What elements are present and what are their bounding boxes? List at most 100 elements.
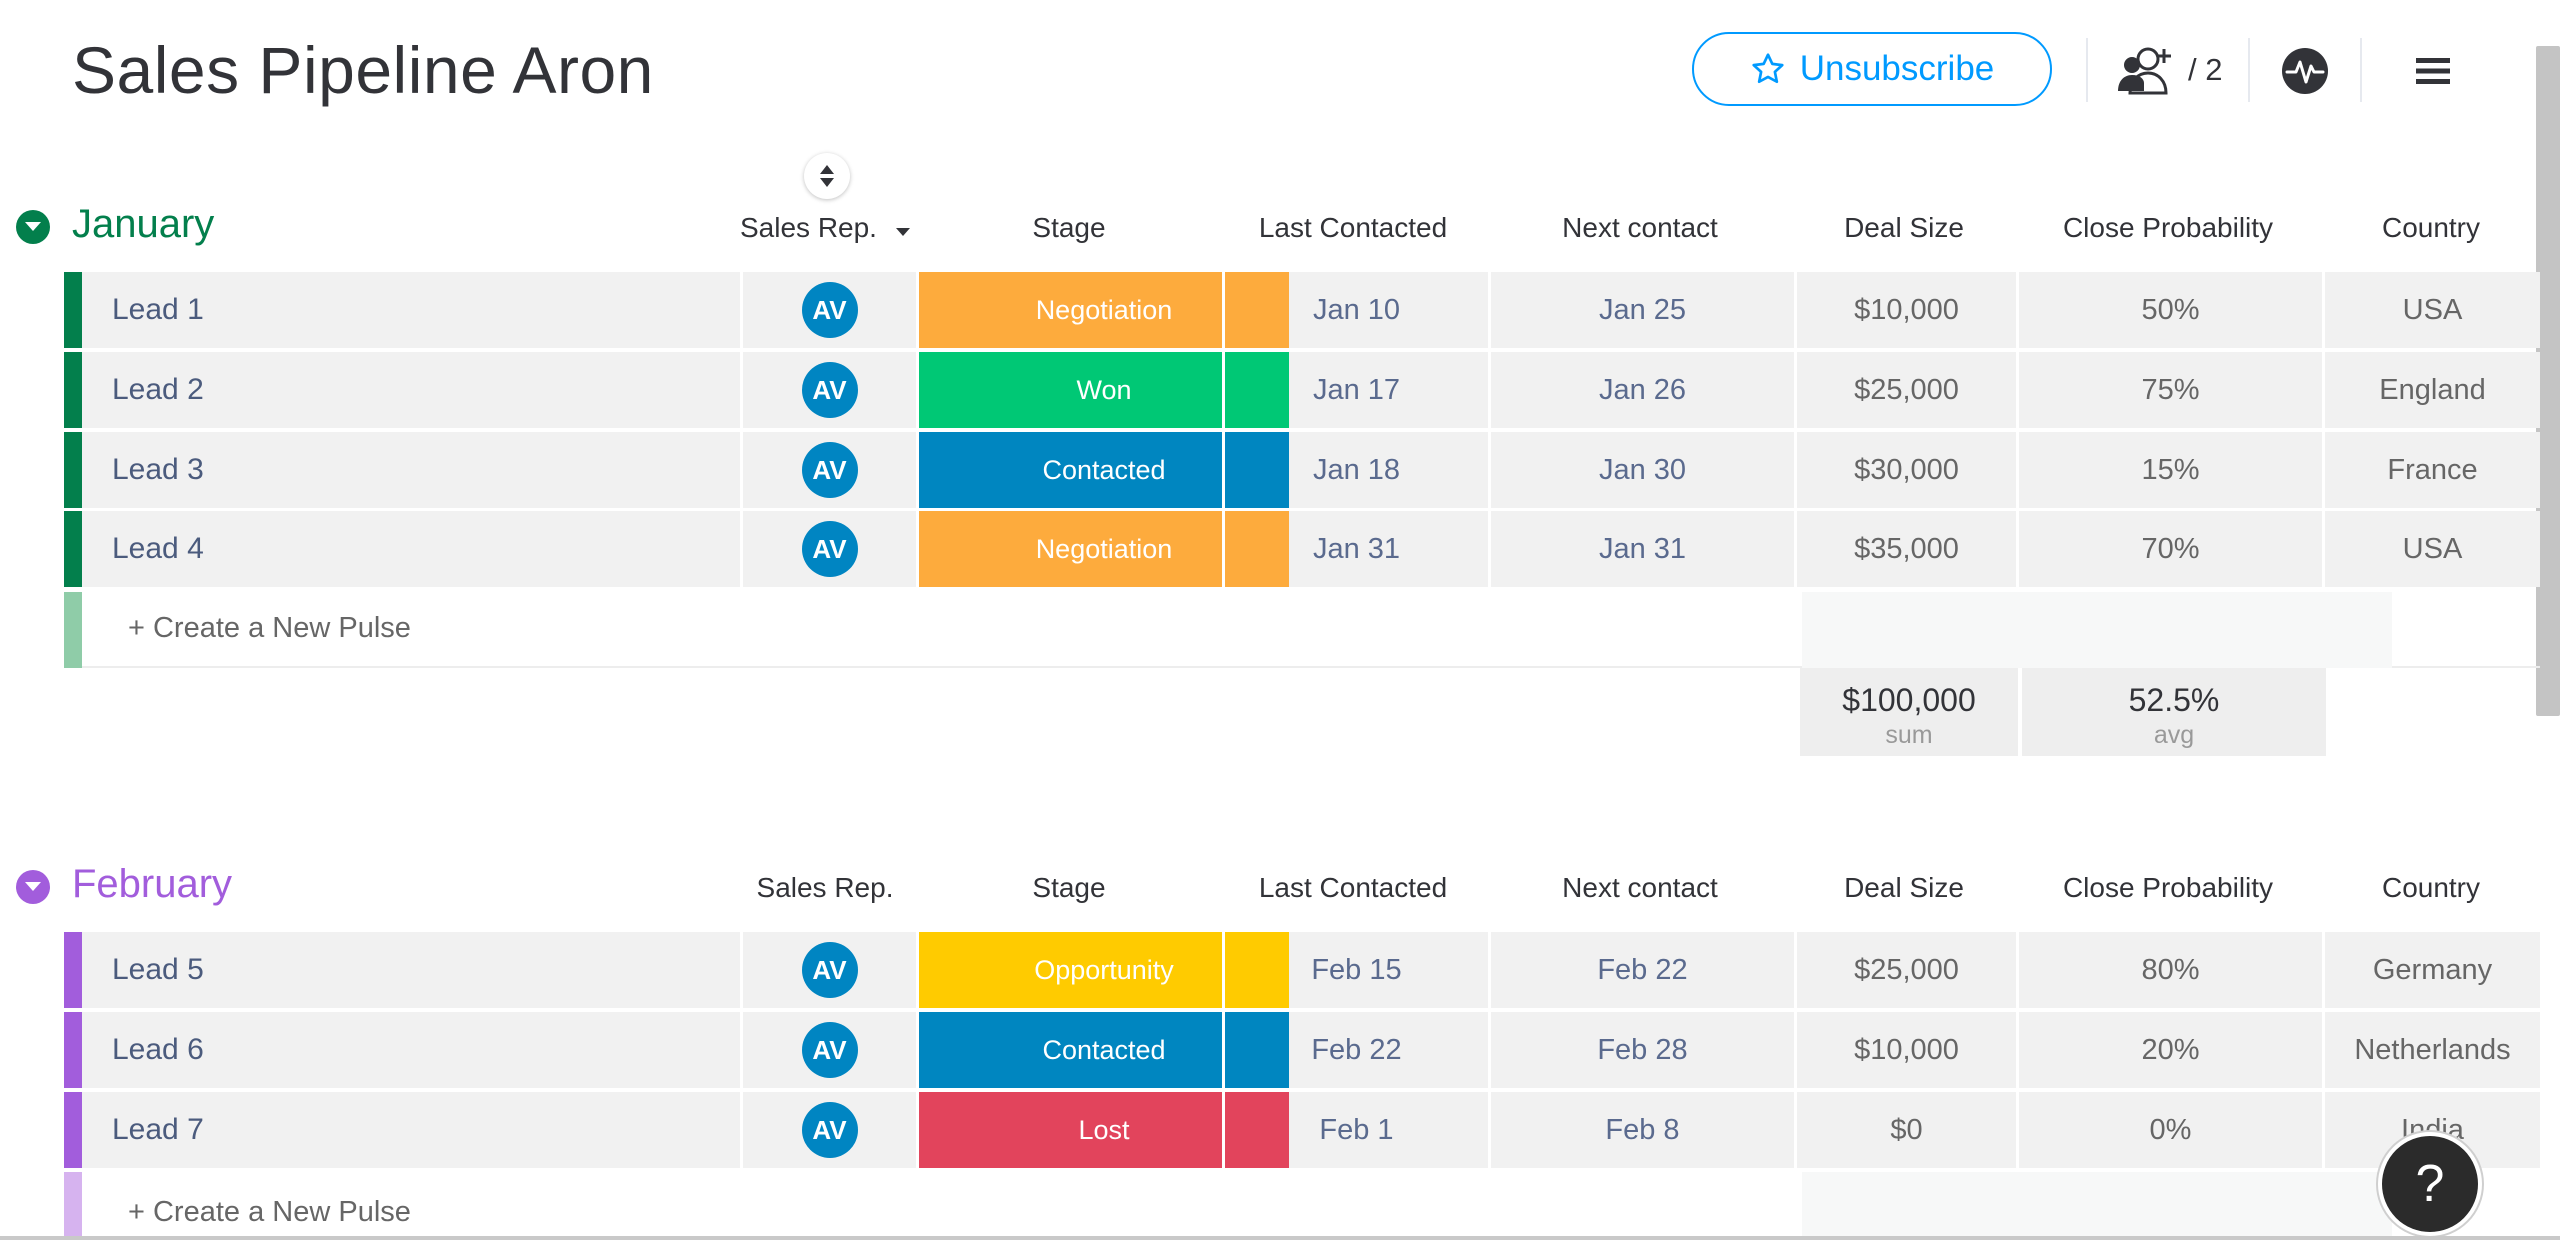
sales-rep-cell[interactable]: AV bbox=[740, 511, 916, 587]
column-header-last-contacted[interactable]: Last Contacted bbox=[1258, 212, 1448, 243]
close-probability-cell[interactable]: 0% bbox=[2016, 1092, 2322, 1168]
board-title[interactable]: Sales Pipeline Aron bbox=[72, 33, 654, 107]
last-contacted-cell[interactable]: Feb 15 bbox=[1222, 932, 1488, 1008]
close-probability-cell[interactable]: 15% bbox=[2016, 432, 2322, 508]
stage-cell[interactable]: Contacted bbox=[916, 432, 1289, 508]
create-pulse-row[interactable]: + Create a New Pulse bbox=[64, 1172, 2540, 1240]
close-probability-cell[interactable]: 70% bbox=[2016, 511, 2322, 587]
close-probability-cell[interactable]: 80% bbox=[2016, 932, 2322, 1008]
deal-size-cell[interactable]: $0 bbox=[1794, 1092, 2016, 1168]
column-header-sales-rep[interactable]: Sales Rep. bbox=[740, 212, 910, 244]
table-row[interactable]: Lead 2 AV Won Jan 17 Jan 26 $25,000 75% England bbox=[64, 352, 2540, 428]
group-collapse-toggle[interactable] bbox=[16, 210, 50, 244]
deal-size-cell[interactable]: $30,000 bbox=[1794, 432, 2016, 508]
group-title[interactable]: February bbox=[72, 862, 233, 906]
deal-size-cell[interactable]: $25,000 bbox=[1794, 932, 2016, 1008]
stage-cell[interactable]: Lost bbox=[916, 1092, 1289, 1168]
sales-rep-cell[interactable]: AV bbox=[740, 932, 916, 1008]
column-header-deal-size[interactable]: Deal Size bbox=[1844, 212, 1964, 243]
column-header-country[interactable]: Country bbox=[2381, 872, 2481, 903]
country-cell[interactable]: England bbox=[2322, 352, 2540, 428]
avatar[interactable]: AV bbox=[801, 1102, 858, 1158]
close-probability-cell[interactable]: 50% bbox=[2016, 272, 2322, 348]
avatar[interactable]: AV bbox=[801, 942, 858, 998]
table-row[interactable]: Lead 1 AV Negotiation Jan 10 Jan 25 $10,000 50… bbox=[64, 272, 2540, 348]
pulse-name-cell[interactable]: Lead 6 bbox=[112, 1033, 204, 1066]
country-cell[interactable]: France bbox=[2322, 432, 2540, 508]
table-row[interactable]: Lead 5 AV Opportunity Feb 15 Feb 22 $25,000 80… bbox=[64, 932, 2540, 1008]
sales-rep-cell[interactable]: AV bbox=[740, 1012, 916, 1088]
stage-cell[interactable]: Contacted bbox=[916, 1012, 1289, 1088]
table-row[interactable]: Lead 6 AV Contacted Feb 22 Feb 28 $10,000 20% N… bbox=[64, 1012, 2540, 1088]
country-cell[interactable]: USA bbox=[2322, 272, 2540, 348]
column-header-next-contact[interactable]: Next contact bbox=[1562, 212, 1718, 243]
column-header-stage[interactable]: Stage bbox=[1032, 212, 1106, 243]
column-header-next-contact[interactable]: Next contact bbox=[1562, 872, 1718, 903]
unsubscribe-button[interactable]: Unsubscribe bbox=[1692, 32, 2052, 106]
pulse-name-cell[interactable]: Lead 1 bbox=[112, 293, 204, 326]
create-pulse-row[interactable]: + Create a New Pulse bbox=[64, 592, 2540, 668]
next-contact-cell[interactable]: Jan 26 bbox=[1488, 352, 1794, 428]
pulse-name-cell[interactable]: Lead 5 bbox=[112, 953, 204, 986]
last-contacted-cell[interactable]: Feb 1 bbox=[1222, 1092, 1488, 1168]
column-sort-button[interactable] bbox=[804, 153, 850, 199]
column-header-deal-size[interactable]: Deal Size bbox=[1844, 872, 1964, 903]
group-collapse-toggle[interactable] bbox=[16, 870, 50, 904]
next-contact-cell[interactable]: Jan 25 bbox=[1488, 272, 1794, 348]
avatar[interactable]: AV bbox=[801, 521, 858, 577]
sales-rep-cell[interactable]: AV bbox=[740, 1092, 916, 1168]
country-cell[interactable]: USA bbox=[2322, 511, 2540, 587]
column-header-close-probability[interactable]: Close Probability bbox=[2062, 872, 2274, 903]
column-header-close-probability[interactable]: Close Probability bbox=[2062, 212, 2274, 243]
stage-cell[interactable]: Opportunity bbox=[916, 932, 1289, 1008]
column-header-sales-rep[interactable]: Sales Rep. bbox=[756, 872, 894, 903]
pulse-name-cell[interactable]: Lead 2 bbox=[112, 373, 204, 406]
deal-size-cell[interactable]: $10,000 bbox=[1794, 272, 2016, 348]
sales-rep-cell[interactable]: AV bbox=[740, 432, 916, 508]
country-cell[interactable]: Germany bbox=[2322, 932, 2540, 1008]
stage-cell[interactable]: Negotiation bbox=[916, 511, 1289, 587]
pulse-name-cell[interactable]: Lead 3 bbox=[112, 453, 204, 486]
last-contacted-cell[interactable]: Jan 31 bbox=[1222, 511, 1488, 587]
last-contacted-cell[interactable]: Feb 22 bbox=[1222, 1012, 1488, 1088]
sales-rep-cell[interactable]: AV bbox=[740, 272, 916, 348]
column-header-stage[interactable]: Stage bbox=[1032, 872, 1106, 903]
stage-cell[interactable]: Won bbox=[916, 352, 1289, 428]
last-contacted-cell[interactable]: Jan 10 bbox=[1222, 272, 1488, 348]
create-pulse-button[interactable]: + Create a New Pulse bbox=[128, 1196, 411, 1228]
column-header-last-contacted[interactable]: Last Contacted bbox=[1258, 872, 1448, 903]
column-header-country[interactable]: Country bbox=[2381, 212, 2481, 243]
last-contacted-cell[interactable]: Jan 17 bbox=[1222, 352, 1488, 428]
next-contact-cell[interactable]: Feb 28 bbox=[1488, 1012, 1794, 1088]
table-row[interactable]: Lead 4 AV Negotiation Jan 31 Jan 31 $35,000 70… bbox=[64, 511, 2540, 587]
avatar[interactable]: AV bbox=[801, 442, 858, 498]
avatar[interactable]: AV bbox=[801, 282, 858, 338]
table-row[interactable]: Lead 7 AV Lost Feb 1 Feb 8 $0 0% India bbox=[64, 1092, 2540, 1168]
next-contact-cell[interactable]: Jan 30 bbox=[1488, 432, 1794, 508]
hamburger-menu-icon[interactable] bbox=[2416, 56, 2450, 86]
stage-cell[interactable]: Negotiation bbox=[916, 272, 1289, 348]
close-probability-cell[interactable]: 75% bbox=[2016, 352, 2322, 428]
group-title[interactable]: January bbox=[72, 202, 215, 246]
next-contact-cell[interactable]: Feb 8 bbox=[1488, 1092, 1794, 1168]
avatar[interactable]: AV bbox=[801, 1022, 858, 1078]
header-divider bbox=[2248, 38, 2250, 102]
subscribers-button[interactable]: / 2 bbox=[2118, 40, 2222, 100]
sales-rep-cell[interactable]: AV bbox=[740, 352, 916, 428]
vertical-scrollbar[interactable] bbox=[2536, 46, 2560, 716]
next-contact-cell[interactable]: Jan 31 bbox=[1488, 511, 1794, 587]
pulse-name-cell[interactable]: Lead 7 bbox=[112, 1113, 204, 1146]
deal-size-cell[interactable]: $10,000 bbox=[1794, 1012, 2016, 1088]
activity-icon[interactable] bbox=[2282, 48, 2328, 94]
avatar[interactable]: AV bbox=[801, 362, 858, 418]
create-pulse-button[interactable]: + Create a New Pulse bbox=[128, 612, 411, 644]
deal-size-cell[interactable]: $25,000 bbox=[1794, 352, 2016, 428]
country-cell[interactable]: Netherlands bbox=[2322, 1012, 2540, 1088]
pulse-name-cell[interactable]: Lead 4 bbox=[112, 532, 204, 565]
last-contacted-cell[interactable]: Jan 18 bbox=[1222, 432, 1488, 508]
next-contact-cell[interactable]: Feb 22 bbox=[1488, 932, 1794, 1008]
table-row[interactable]: Lead 3 AV Contacted Jan 18 Jan 30 $30,000 15% F… bbox=[64, 432, 2540, 508]
deal-size-cell[interactable]: $35,000 bbox=[1794, 511, 2016, 587]
close-probability-cell[interactable]: 20% bbox=[2016, 1012, 2322, 1088]
help-icon[interactable]: ? bbox=[2378, 1132, 2482, 1236]
